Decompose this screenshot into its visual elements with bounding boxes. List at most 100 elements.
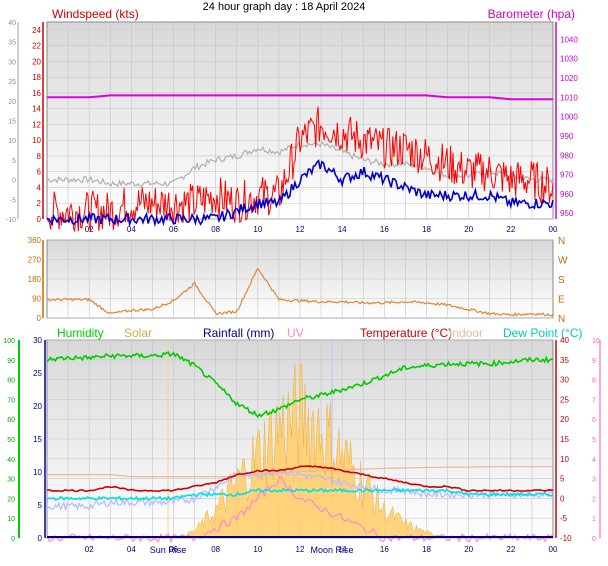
rain-tick-label: 15 <box>33 435 42 444</box>
legend-dew-point: Dew Point (°C) <box>503 326 582 340</box>
uv-tick-label: 7 <box>592 397 596 404</box>
uv-tick-label: 0 <box>592 536 596 543</box>
wind-direction-line <box>46 267 554 317</box>
dew-point-line <box>46 487 554 502</box>
indoor-temperature-line <box>47 466 553 478</box>
barometer-tick-label: 970 <box>560 171 574 180</box>
x-tick-label-top: 16 <box>380 225 389 234</box>
x-tick-label-top: 22 <box>506 225 515 234</box>
windspeed-tick-label: 8 <box>37 152 42 161</box>
humidity-tick-label: 30 <box>7 477 15 484</box>
windspeed-tick-label: 2 <box>37 199 42 208</box>
windspeed-tick-label: 14 <box>32 105 41 114</box>
legend-temperature: Temperature (°C) <box>360 326 452 340</box>
rain-tick-label: 0 <box>38 534 43 543</box>
temperature-line <box>46 465 554 493</box>
x-tick-label-top: 18 <box>422 225 431 234</box>
windspeed-tick-label: 16 <box>32 89 41 98</box>
x-tick-label-bottom: 08 <box>211 545 220 554</box>
temperature-tick-label: 35 <box>560 356 569 365</box>
far-left-tick-label: 35 <box>8 40 16 47</box>
humidity-tick-label: 0 <box>11 536 15 543</box>
uv-tick-label: 2 <box>592 496 596 503</box>
rain-tick-label: 25 <box>33 369 42 378</box>
windspeed-tick-label: 20 <box>32 57 41 66</box>
x-tick-label-top: 14 <box>338 225 347 234</box>
humidity-tick-label: 60 <box>7 417 15 424</box>
barometer-tick-label: 1020 <box>560 74 578 83</box>
barometer-line <box>47 94 553 101</box>
direction-tick-label: 90 <box>32 295 41 304</box>
uv-tick-label: 4 <box>592 457 596 464</box>
uv-tick-label: 6 <box>592 417 596 424</box>
uv-line <box>46 475 554 544</box>
temperature-tick-label: 20 <box>560 415 569 424</box>
wind-average-line <box>46 159 554 228</box>
far-left-tick-label: 20 <box>8 99 16 106</box>
compass-tick-label: N <box>558 314 565 325</box>
direction-tick-label: 270 <box>28 256 42 265</box>
rain-tick-label: 20 <box>33 402 42 411</box>
far-left-tick-label: 0 <box>12 178 16 185</box>
direction-tick-label: 360 <box>28 236 42 245</box>
barometer-axis-label: Barometer (hpa) <box>488 7 575 21</box>
x-tick-label-top: 10 <box>253 225 262 234</box>
compass-tick-label: E <box>558 295 565 306</box>
compass-tick-label: S <box>558 275 565 286</box>
axes-layer: 2422201816141210864204035302520151050-5-… <box>3 20 601 554</box>
humidity-tick-label: 90 <box>7 358 15 365</box>
humidity-tick-label: 100 <box>3 338 15 345</box>
windspeed-tick-label: 6 <box>37 168 42 177</box>
temperature-legend: Humidity Solar Rainfall (mm) UV Temperat… <box>57 326 582 340</box>
barometer-tick-label: 1040 <box>560 35 578 44</box>
legend-rainfall: Rainfall (mm) <box>203 326 274 340</box>
uv-tick-label: 5 <box>592 437 596 444</box>
uv-tick-label: 1 <box>592 516 596 523</box>
x-tick-label-top: 02 <box>85 225 94 234</box>
x-tick-label-bottom: 20 <box>464 545 473 554</box>
sun-rise-label: Sun Rise <box>150 545 187 555</box>
windspeed-tick-label: 10 <box>32 136 41 145</box>
x-tick-label-top: 12 <box>296 225 305 234</box>
windspeed-tick-label: 0 <box>37 215 42 224</box>
humidity-tick-label: 10 <box>7 516 15 523</box>
temperature-tick-label: -10 <box>560 534 572 543</box>
uv-tick-label: 3 <box>592 477 596 484</box>
far-left-tick-label: 15 <box>8 119 16 126</box>
humidity-line <box>46 351 554 419</box>
x-tick-label-bottom: 16 <box>380 545 389 554</box>
x-tick-label-bottom: 04 <box>127 545 136 554</box>
barometer-tick-label: 980 <box>560 151 574 160</box>
chart-title: 24 hour graph day : 18 April 2024 <box>203 1 366 13</box>
moon-rise-label: Moon Rise <box>310 545 353 555</box>
barometer-tick-label: 1010 <box>560 93 578 102</box>
temperature-tick-label: 25 <box>560 395 569 404</box>
humidity-tick-label: 50 <box>7 437 15 444</box>
temperature-tick-label: 40 <box>560 336 569 345</box>
far-left-tick-label: 40 <box>8 20 16 27</box>
barometer-tick-label: 950 <box>560 209 574 218</box>
windspeed-tick-label: 18 <box>32 73 41 82</box>
compass-tick-label: N <box>558 236 565 247</box>
uv-tick-label: 8 <box>592 378 596 385</box>
x-tick-label-bottom: 18 <box>422 545 431 554</box>
barometer-tick-label: 990 <box>560 132 574 141</box>
x-tick-label-bottom: 02 <box>85 545 94 554</box>
far-left-tick-label: 25 <box>8 79 16 86</box>
temperature-tick-label: 15 <box>560 435 569 444</box>
x-tick-label-bottom: 22 <box>506 545 515 554</box>
temperature-tick-label: 10 <box>560 455 569 464</box>
x-tick-label-top: 04 <box>127 225 136 234</box>
rain-tick-label: 5 <box>38 501 43 510</box>
humidity-tick-label: 40 <box>7 457 15 464</box>
legend-humidity: Humidity <box>57 326 104 340</box>
windspeed-tick-label: 12 <box>32 120 41 129</box>
windspeed-gust-line <box>46 106 554 232</box>
far-left-tick-label: 10 <box>8 138 16 145</box>
legend-uv: UV <box>287 326 304 340</box>
temperature-tick-label: 30 <box>560 376 569 385</box>
legend-solar: Solar <box>124 326 152 340</box>
x-tick-label-bottom: 06 <box>169 545 178 554</box>
